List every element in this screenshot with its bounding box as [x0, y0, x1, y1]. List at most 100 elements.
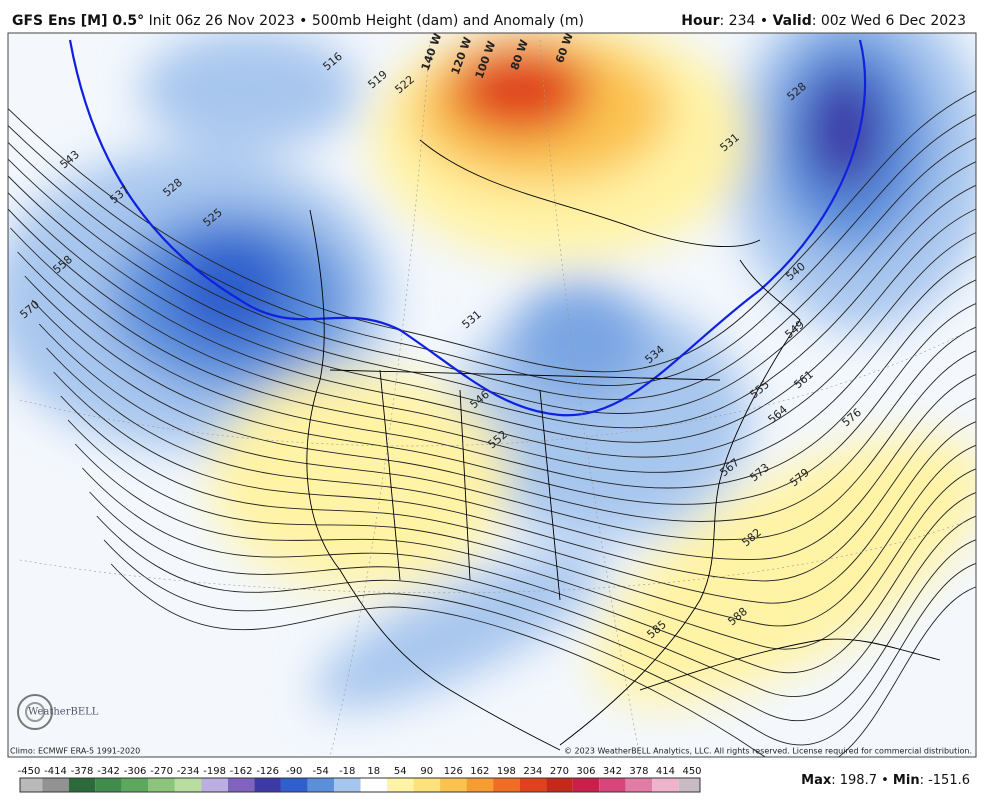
logo-text: WeatherBELL: [28, 707, 99, 718]
copyright: © 2023 WeatherBELL Analytics, LLC. All r…: [564, 747, 972, 756]
colorbar-swatch: [360, 778, 388, 792]
contour-line: [8, 137, 976, 400]
coastlines: [306, 139, 941, 751]
contour-line: [53, 371, 976, 582]
contour-line: [8, 208, 976, 458]
max-label: Max: [801, 773, 832, 788]
colorbar-label: 414: [656, 766, 675, 777]
colorbar-swatch: [148, 778, 175, 792]
colorbar-swatch: [466, 778, 494, 792]
contour-line: [10, 227, 976, 473]
colorbar-frame: [19, 777, 701, 793]
graticule: [19, 39, 971, 757]
colorbar-label: -198: [203, 766, 226, 777]
colorbar-label: -450: [18, 766, 41, 777]
contour-line: [31, 299, 976, 523]
colorbar-swatch: [572, 778, 600, 792]
colorbar-swatch: [20, 778, 43, 792]
colorbar-label: 54: [394, 766, 407, 777]
colorbar-swatch: [625, 778, 653, 792]
colorbar-label: -54: [313, 766, 329, 777]
colorbar-label: -306: [124, 766, 147, 777]
colorbar: -450 -414 -378 -342 -306 -270 -234 -198 -162 -126…: [18, 766, 702, 793]
colorbar-label: 306: [576, 766, 595, 777]
colorbar-swatch: [174, 778, 202, 792]
header-left: GFS Ens [M] 0.5° Init 06z 26 Nov 2023 • …: [12, 13, 584, 29]
contour-line: [96, 515, 976, 721]
min-label: Min: [893, 773, 920, 788]
contour-line: [8, 90, 976, 373]
colorbar-label: -126: [256, 766, 279, 777]
contour-line: [24, 275, 976, 505]
colorbar-label: -18: [339, 766, 355, 777]
colorbar-swatch: [678, 778, 700, 792]
colorbar-swatch: [42, 778, 69, 792]
colorbar-swatch: [201, 778, 228, 792]
colorbar-label: 126: [444, 766, 463, 777]
height-contours: [8, 90, 976, 757]
colorbar-swatch: [333, 778, 361, 792]
climo-note: Climo: ECMWF ERA-5 1991-2020: [10, 747, 140, 756]
colorbar-label: 90: [420, 766, 433, 777]
contour-line: [67, 419, 976, 627]
colorbar-label: 198: [497, 766, 516, 777]
colorbar-label: 234: [523, 766, 542, 777]
contour-line: [8, 175, 976, 429]
colorbar-label: -342: [97, 766, 120, 777]
colorbar-label: -234: [177, 766, 200, 777]
colorbar-swatch: [387, 778, 414, 792]
colorbar-label: -90: [286, 766, 302, 777]
colorbar-label: 378: [629, 766, 648, 777]
colorbar-label: 342: [603, 766, 622, 777]
colorbar-swatch: [413, 778, 441, 792]
colorbar-swatch: [546, 778, 573, 792]
colorbar-label: -162: [230, 766, 253, 777]
contour-line: [60, 395, 976, 604]
colorbar-label: -270: [150, 766, 173, 777]
colorbar-swatch: [307, 778, 334, 792]
colorbar-label: 270: [550, 766, 569, 777]
hour-label: Hour: [681, 13, 719, 29]
colorbar-swatch: [519, 778, 547, 792]
colorbar-swatch: [599, 778, 626, 792]
stats: Max: 198.7 • Min: -151.6: [801, 773, 970, 788]
colorbar-label: 18: [367, 766, 380, 777]
contour-line: [8, 158, 976, 414]
contour-line: [110, 563, 976, 757]
colorbar-label: -378: [71, 766, 94, 777]
highlighted-contour: [68, 39, 867, 417]
min-value: : -151.6: [920, 773, 970, 788]
colorbar-swatch: [121, 778, 149, 792]
colorbar-swatch: [280, 778, 308, 792]
colorbar-swatch: [493, 778, 520, 792]
contour-line: [82, 467, 976, 674]
contour-line: [46, 347, 976, 560]
contour-line: [8, 113, 976, 386]
hour-value: : 234 •: [720, 13, 769, 29]
header-right: Hour: 234 • Valid: 00z Wed 6 Dec 2023: [681, 13, 966, 29]
colorbar-label: 450: [682, 766, 701, 777]
contour-line: [74, 443, 976, 650]
contour-line: [103, 539, 976, 746]
contour-line: [89, 491, 976, 697]
map-frame: [7, 32, 977, 758]
colorbar-swatch: [227, 778, 255, 792]
max-value: : 198.7 •: [831, 773, 889, 788]
anomaly-field: [8, 33, 976, 709]
colorbar-swatch: [440, 778, 467, 792]
colorbar-label: 162: [470, 766, 489, 777]
colorbar-swatch: [95, 778, 122, 792]
run-description: Init 06z 26 Nov 2023 • 500mb Height (dam…: [149, 13, 584, 29]
valid-label: Valid: [773, 13, 812, 29]
colorbar-label: -414: [44, 766, 67, 777]
colorbar-swatch: [68, 778, 96, 792]
logo: WeatherBELL: [17, 694, 99, 730]
colorbar-swatch: [254, 778, 281, 792]
contour-line: [38, 323, 976, 541]
colorbar-swatch: [652, 778, 679, 792]
valid-value: : 00z Wed 6 Dec 2023: [812, 13, 966, 29]
contour-line: [8, 191, 976, 443]
